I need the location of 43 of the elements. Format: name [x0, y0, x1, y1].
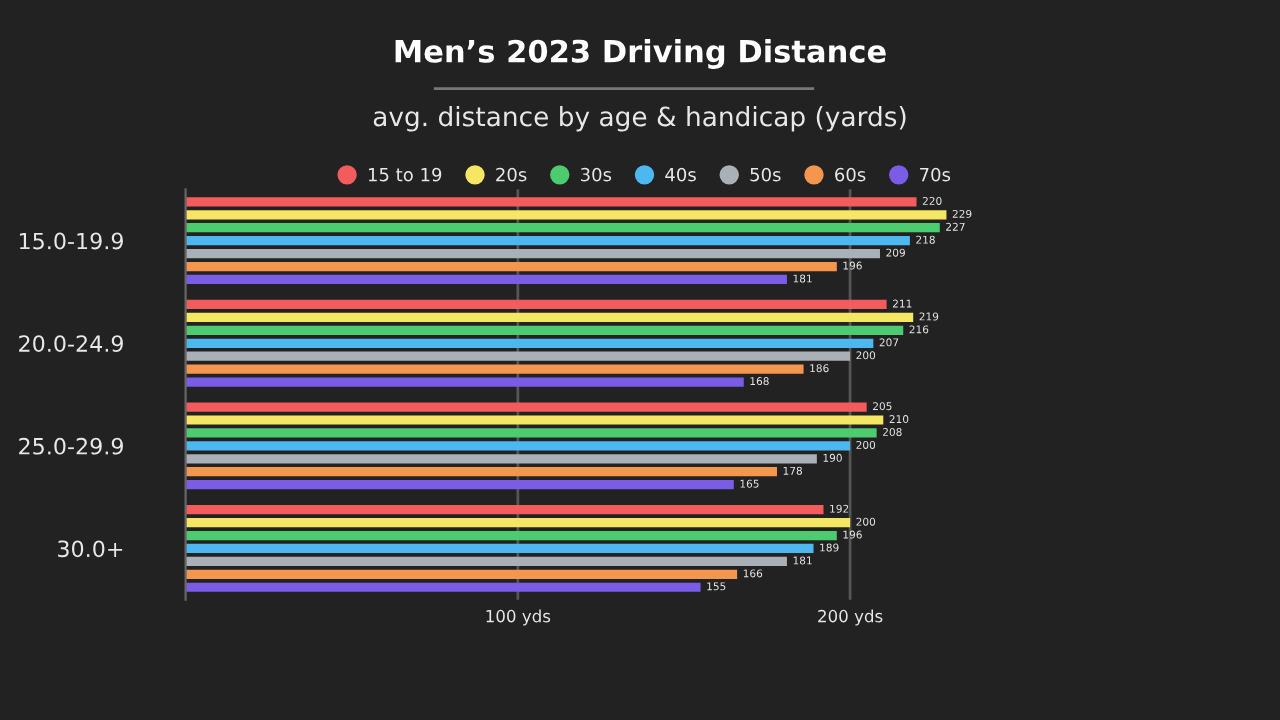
y-tick-label: 15.0-19.9: [19, 232, 123, 250]
bar: [185, 530, 837, 541]
legend-label: 50s: [750, 167, 781, 182]
bar: [185, 454, 817, 464]
y-tick-label: 20.0-24.9: [19, 335, 123, 353]
bar: [185, 582, 701, 592]
bar: [185, 299, 887, 310]
bar: [185, 556, 787, 566]
x-tick-label: 100 yds: [486, 609, 551, 626]
legend-label: 15 to 19: [368, 167, 442, 182]
chart-subtitle: avg. distance by age & handicap (yards): [373, 106, 906, 132]
bar: [185, 480, 734, 490]
bar: [185, 338, 874, 348]
bar: [185, 223, 940, 233]
bar: [185, 261, 837, 272]
y-tick-label: 30.0+: [58, 540, 123, 558]
bar: [185, 505, 824, 515]
bar: [185, 467, 777, 477]
x-tick-label: 200 yds: [818, 609, 883, 626]
bar: [185, 325, 904, 335]
bar: [185, 543, 814, 554]
bar: [185, 236, 910, 246]
legend-label: 30s: [580, 167, 612, 182]
bar: [185, 428, 877, 438]
bar: [185, 274, 787, 285]
legend-label: 40s: [665, 167, 696, 182]
bar: [185, 377, 744, 387]
bar: [185, 210, 947, 220]
bar: [185, 569, 738, 579]
bar: [185, 415, 884, 425]
bar: [185, 517, 851, 528]
bar: [185, 351, 851, 361]
bar: [185, 248, 880, 259]
chart-title: Men’s 2023 Driving Distance: [395, 39, 886, 69]
legend-label: 60s: [835, 167, 866, 182]
bar: [185, 312, 914, 323]
legend-label: 20s: [496, 167, 527, 182]
y-tick-label: 25.0-29.9: [19, 437, 123, 455]
bar: [185, 364, 804, 374]
legend-label: 70s: [920, 167, 951, 182]
bar: [185, 402, 867, 412]
bar: [185, 197, 917, 207]
bar: [185, 441, 851, 451]
